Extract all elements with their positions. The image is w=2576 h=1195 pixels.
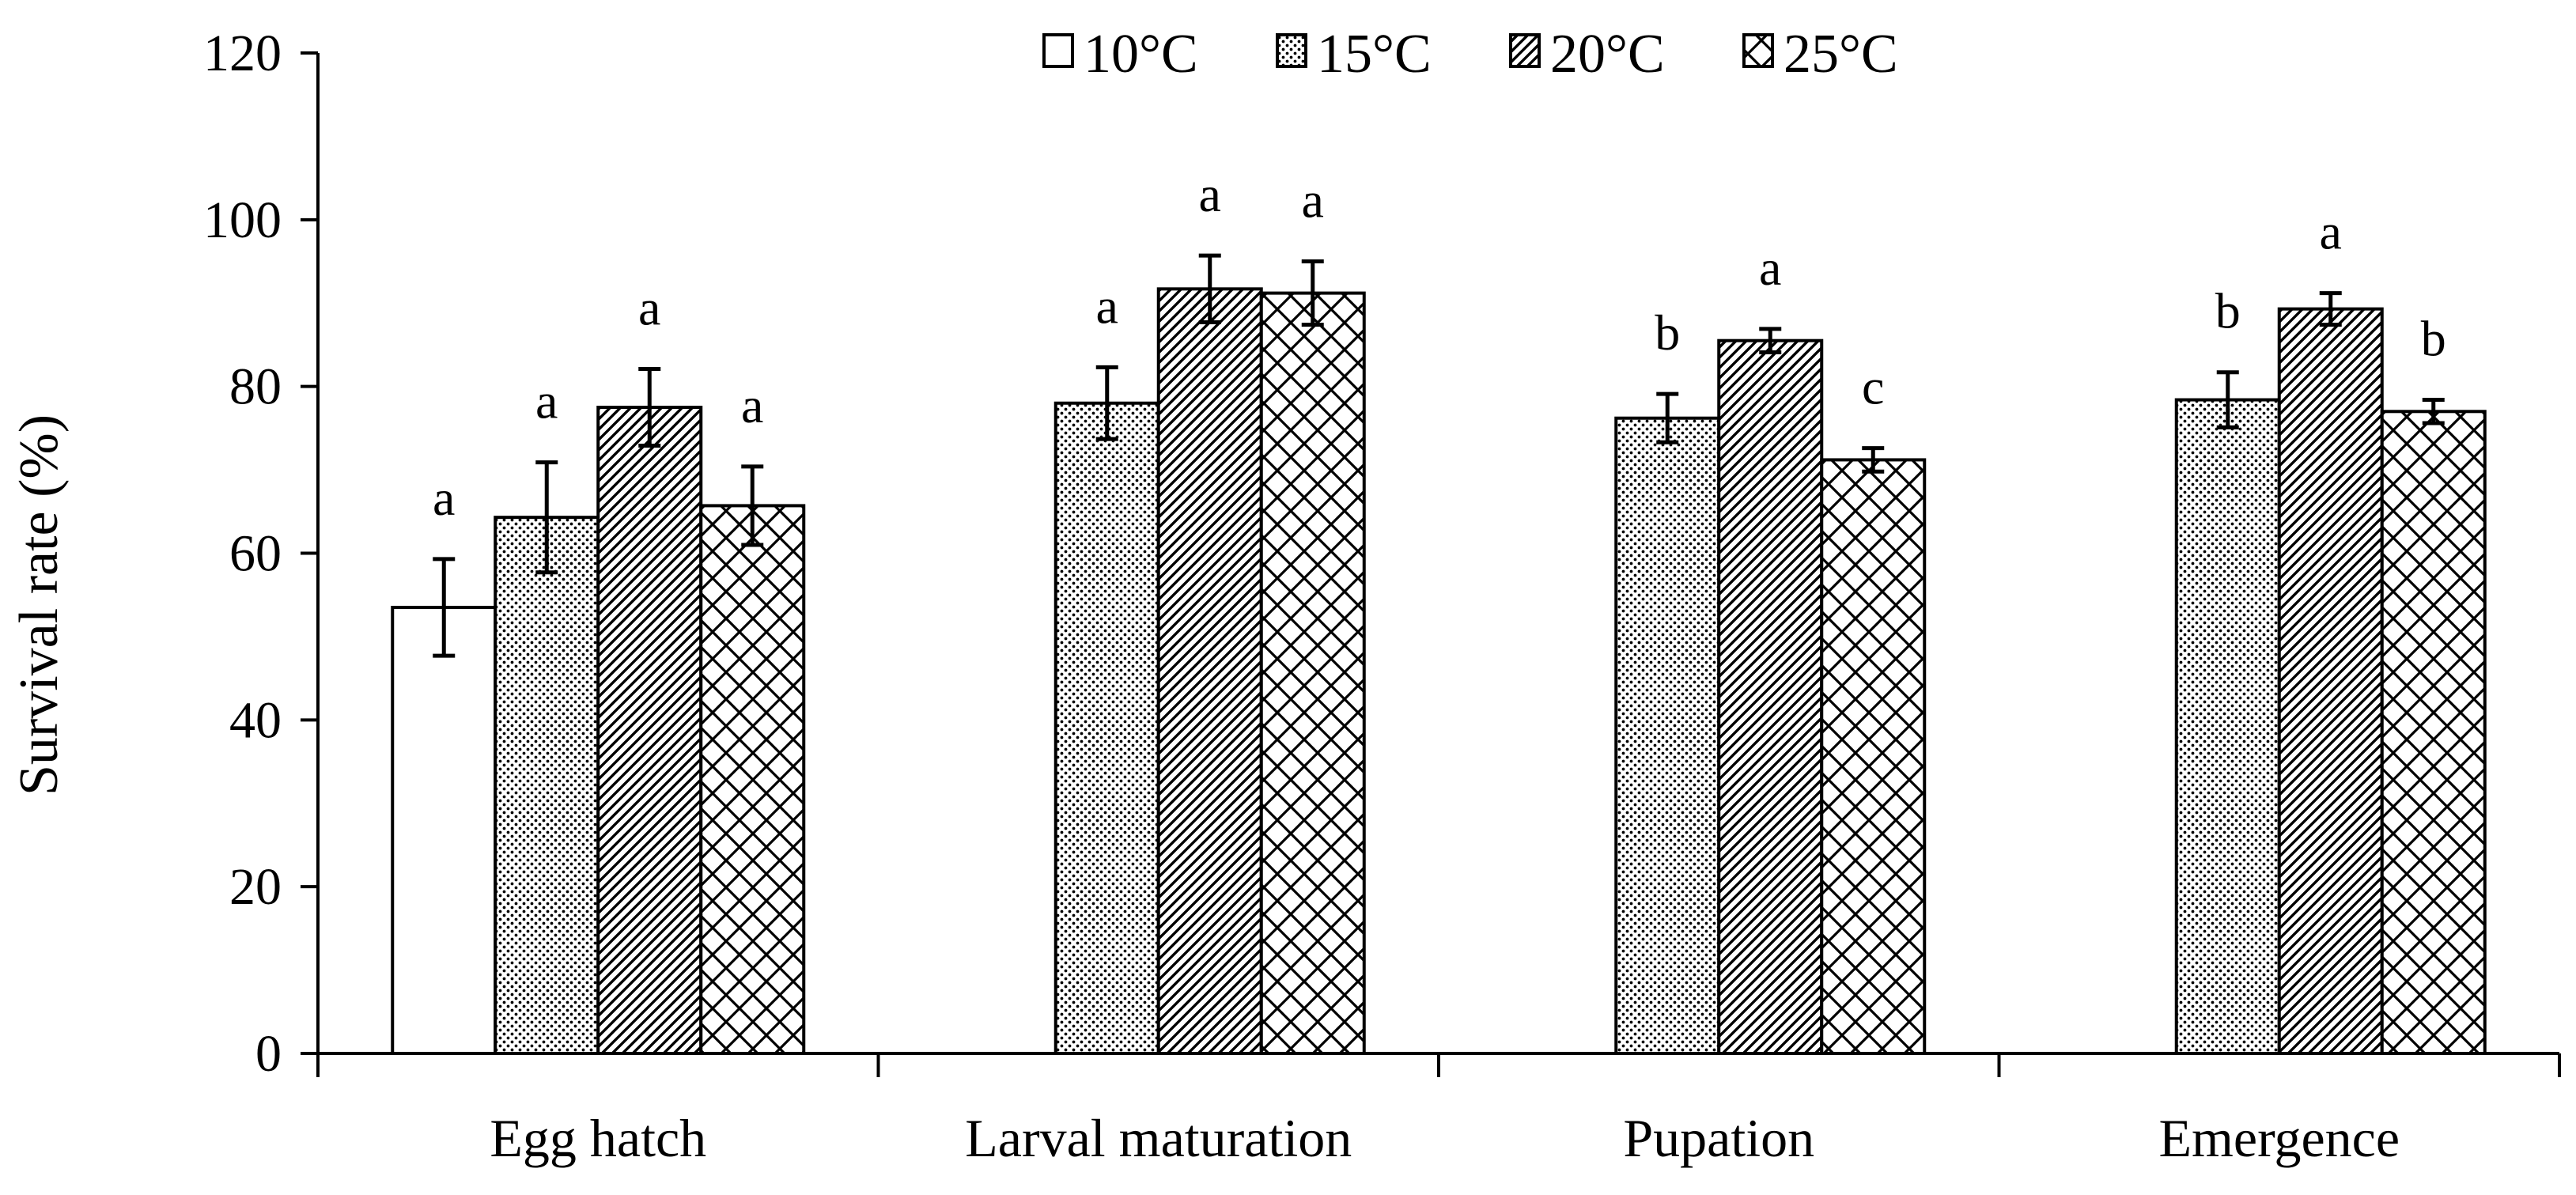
bar (699, 504, 806, 1055)
bar (2174, 398, 2281, 1055)
legend: 10°C 15°C 20°C 25°C (1042, 24, 1898, 85)
legend-swatch-25c (1742, 33, 1774, 68)
significance-label: a (2320, 204, 2342, 260)
significance-label: c (1862, 359, 1884, 415)
y-axis-title: Survival rate (%) (9, 414, 70, 796)
y-tick-label: 0 (255, 1025, 282, 1083)
legend-swatch-20c (1509, 33, 1541, 68)
significance-label: a (433, 470, 455, 526)
y-tick-label: 40 (229, 691, 282, 749)
significance-label: b (2215, 283, 2241, 339)
significance-label: a (638, 280, 660, 336)
bar (1820, 458, 1927, 1055)
legend-label-15c: 15°C (1317, 24, 1432, 85)
category-label: Emergence (2158, 1108, 2400, 1168)
y-tick-label: 120 (203, 25, 282, 82)
legend-swatch-15c (1276, 33, 1307, 68)
bar (596, 406, 703, 1055)
significance-label: b (2421, 311, 2446, 367)
significance-label: a (1302, 172, 1324, 229)
category-label: Egg hatch (490, 1108, 706, 1168)
bar (1156, 287, 1263, 1055)
bar (391, 606, 497, 1055)
y-tick-label: 60 (229, 525, 282, 583)
legend-swatch-10c (1042, 33, 1074, 68)
legend-label-25c: 25°C (1784, 24, 1898, 85)
significance-label: b (1655, 304, 1680, 361)
legend-label-10c: 10°C (1084, 24, 1198, 85)
significance-label: a (1199, 166, 1221, 222)
bar (1053, 401, 1160, 1055)
bar (2277, 307, 2384, 1056)
bar (1717, 338, 1824, 1055)
y-tick-label: 100 (203, 191, 282, 249)
y-tick-label: 20 (229, 858, 282, 916)
bar (2380, 410, 2487, 1055)
bar (1259, 291, 1366, 1056)
bar (1614, 416, 1721, 1055)
significance-label: a (1759, 240, 1781, 296)
y-tick-label: 80 (229, 358, 282, 416)
significance-label: a (535, 373, 558, 429)
legend-label-20c: 20°C (1550, 24, 1665, 85)
category-label: Larval maturation (965, 1108, 1352, 1168)
bars (391, 253, 2487, 1056)
bar (494, 516, 600, 1055)
labels: 0 20 40 60 80 100 120 Egg hatch a a a a Larval matur… (203, 25, 2446, 1168)
category-label: Pupation (1623, 1108, 1814, 1168)
significance-label: a (1096, 278, 1118, 334)
significance-label: a (741, 377, 763, 433)
